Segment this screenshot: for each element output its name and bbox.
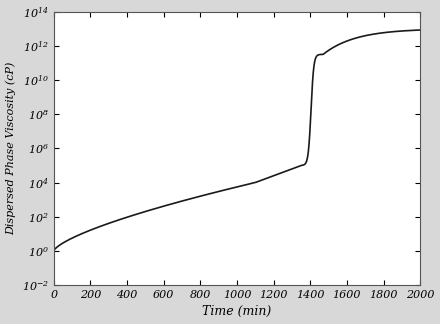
X-axis label: Time (min): Time (min)	[202, 306, 271, 318]
Y-axis label: Dispersed Phase Viscosity (cP): Dispersed Phase Viscosity (cP)	[6, 62, 16, 235]
